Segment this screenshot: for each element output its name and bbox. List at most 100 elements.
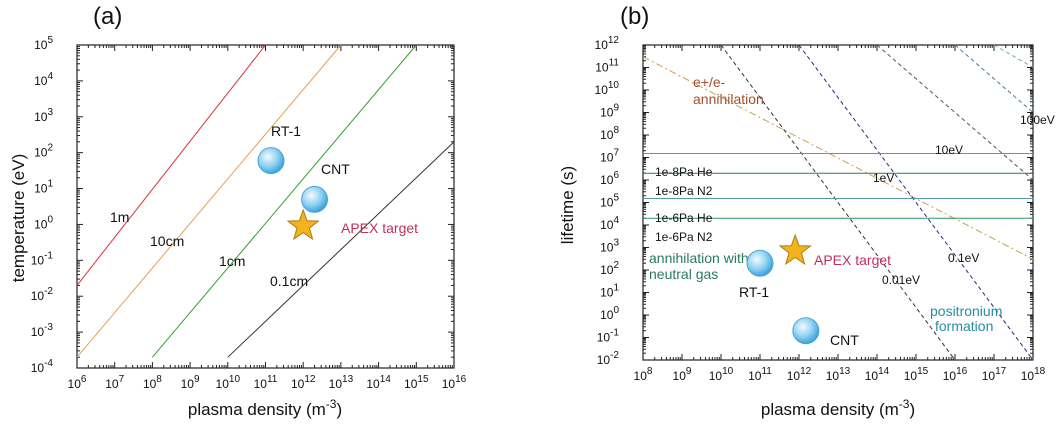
line-label-0-1cm: 0.1cm	[270, 273, 308, 289]
panel-b-ytick-label: 1010	[595, 80, 620, 97]
panel-a-series-line-0	[76, 44, 266, 286]
point-label-cnt-b: CNT	[830, 332, 859, 348]
panel-b-xtick-label: 1011	[748, 366, 772, 383]
annotation-neutral-2: neutral gas	[649, 266, 718, 282]
panel-a-xtick-label: 1015	[404, 374, 429, 391]
panel-a-xlabel: plasma density (m-3)	[188, 397, 342, 419]
panel-a-points: RT-1 CNT APEX target	[257, 123, 418, 241]
panel-a-ylabel: temperature (eV)	[9, 154, 28, 283]
panel-a-ytick-label: 10-2	[31, 286, 54, 303]
annotation-positronium-1: positronium	[930, 303, 1002, 319]
panel-a-series-line-2	[152, 44, 417, 358]
panel-a-series	[76, 44, 455, 358]
panel-a-xlabel-sup: -3	[326, 397, 337, 411]
panel-a-line-labels: 1m 10cm 1cm 0.1cm	[110, 209, 308, 289]
panel-b-xlabel-sup: -3	[899, 397, 910, 411]
annotation-neutral-1: annihilation with	[649, 250, 749, 266]
panel-a-title: (a)	[93, 3, 122, 30]
panel-b-xtick-label: 1013	[826, 366, 851, 383]
panel-a-ytick-label: 10-3	[31, 322, 54, 339]
line-label-0-1ev: 0.1eV	[948, 251, 979, 265]
line-label-1cm: 1cm	[219, 253, 245, 269]
line-label-1ev: 1eV	[873, 171, 894, 185]
panel-a: (a) 106 107 108 109 1010 1011 1012 1013 1014 1015…	[9, 3, 467, 419]
panel-b-points: RT-1 CNT APEX target	[739, 233, 891, 348]
line-label-10ev: 10eV	[935, 143, 963, 157]
panel-a-ytick-label: 102	[34, 143, 53, 160]
point-label-apex-b: APEX target	[814, 252, 891, 268]
panel-b-ytick-label: 100	[600, 305, 619, 322]
panel-b-xtick-label: 108	[634, 366, 653, 383]
panel-a-point-marker-1	[301, 185, 329, 213]
panel-a-xtick-label: 1016	[442, 374, 467, 391]
panel-b-series-line-0	[642, 56, 1034, 260]
panel-b-title: (b)	[620, 3, 649, 30]
line-label-6pa-he: 1e-6Pa He	[655, 211, 713, 225]
panel-b-series	[642, 44, 1034, 361]
panel-b-ticks: 108 109 1010 1011 1012 1013 1014 1015 1016 1017 10…	[595, 35, 1046, 383]
panel-b-series-line-5	[993, 44, 1034, 68]
panel-b-xlabel: plasma density (m-3)	[761, 397, 915, 419]
panel-b-ytick-label: 104	[600, 215, 619, 232]
panel-a-ytick-label: 103	[34, 107, 53, 124]
panel-a-xtick-label: 108	[143, 374, 162, 391]
panel-b-xtick-label: 1014	[865, 366, 890, 383]
panel-a-xlabel-close: )	[336, 400, 342, 419]
point-label-apex: APEX target	[341, 220, 418, 236]
panel-a-axes	[76, 44, 455, 369]
panel-b-xtick-label: 1018	[1021, 366, 1046, 383]
panel-b-ytick-label: 109	[600, 103, 619, 120]
panel-b-xlabel-main: plasma density (m	[761, 400, 899, 419]
annotation-ee: e+/e-	[693, 74, 726, 90]
panel-a-xtick-label: 106	[68, 374, 87, 391]
panel-a-ytick-label: 101	[34, 179, 53, 196]
panel-b-ytick-label: 101	[600, 283, 619, 300]
point-label-cnt: CNT	[321, 161, 350, 177]
panel-a-ytick-label: 10-1	[31, 250, 54, 267]
panel-b-ytick-label: 1012	[595, 35, 620, 52]
panel-b-point-marker-2	[778, 233, 812, 266]
line-label-8pa-he: 1e-8Pa He	[655, 165, 713, 179]
line-label-1m: 1m	[110, 209, 129, 225]
panel-a-series-line-3	[227, 141, 455, 358]
panel-b-ytick-label: 107	[600, 148, 619, 165]
panel-b-point-marker-1	[792, 317, 820, 345]
panel-b-ylabel: lifetime (s)	[558, 166, 577, 244]
panel-a-ytick-label: 100	[34, 214, 53, 231]
panel-b-xtick-label: 1016	[943, 366, 968, 383]
panel-b-ytick-label: 105	[600, 193, 619, 210]
line-label-8pa-n2: 1e-8Pa N2	[655, 184, 713, 198]
panel-a-ytick-label: 105	[34, 35, 53, 52]
panel-b-xtick-label: 109	[673, 366, 692, 383]
panel-a-point-marker-0	[257, 147, 285, 175]
panel-b-xtick-label: 1010	[709, 366, 734, 383]
panel-b-series-line-2	[798, 44, 1034, 361]
panel-a-xtick-label: 1014	[366, 374, 391, 391]
panel-b-annotations: e+/e- annihilation annihilation with neu…	[649, 74, 1002, 334]
panel-a-xtick-label: 1012	[291, 374, 316, 391]
panel-b-ytick-label: 10-2	[597, 350, 620, 367]
point-label-rt1: RT-1	[271, 123, 301, 139]
panel-a-ytick-label: 10-4	[31, 358, 54, 375]
panel-a-xtick-label: 1013	[329, 374, 354, 391]
panel-b-ytick-label: 106	[600, 170, 619, 187]
panel-b-line-labels: 100eV 10eV 1eV 0.1eV 0.01eV 1e-8Pa He 1e…	[655, 113, 1055, 287]
panel-a-plot-frame	[76, 44, 455, 369]
panel-b-ytick-label: 10-1	[597, 328, 620, 345]
panel-a-series-line-1	[76, 44, 342, 358]
panel-b-xtick-label: 1012	[787, 366, 812, 383]
line-label-100ev: 100eV	[1020, 113, 1055, 127]
panel-b-ytick-label: 108	[600, 125, 619, 142]
panel-a-xlabel-main: plasma density (m	[188, 400, 326, 419]
panel-a-point-marker-2	[286, 208, 320, 241]
panel-b-series-line-3	[876, 44, 1034, 181]
line-label-6pa-n2: 1e-6Pa N2	[655, 230, 713, 244]
panel-b-ytick-label: 1011	[595, 58, 619, 75]
panel-b-series-line-1	[720, 44, 956, 361]
panel-a-xtick-label: 107	[105, 374, 124, 391]
panel-b-xlabel-close: )	[909, 400, 915, 419]
panel-b-xtick-label: 1017	[982, 366, 1007, 383]
annotation-positronium-2: formation	[935, 318, 993, 334]
panel-a-xtick-label: 109	[181, 374, 200, 391]
